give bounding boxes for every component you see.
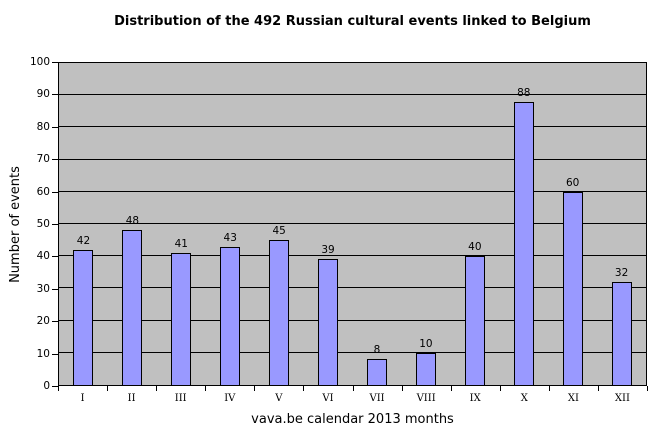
y-tick-label-100: 100 — [29, 56, 50, 68]
x-tick-mark-4 — [254, 386, 256, 391]
bar-V — [269, 240, 290, 385]
y-tick-mark-30 — [52, 289, 58, 290]
bar-slot-IV: 43 — [206, 63, 255, 385]
x-tick-label-VIII: VIII — [416, 393, 436, 404]
x-tick-label-XI: XI — [567, 393, 579, 404]
y-tick-mark-60 — [52, 192, 58, 193]
bar-slot-XI: 60 — [548, 63, 597, 385]
gridline-20 — [59, 319, 646, 321]
y-tick-mark-100 — [52, 62, 58, 63]
y-tick-label-90: 90 — [36, 88, 50, 101]
y-tick-label-30: 30 — [36, 282, 50, 295]
gridline-30 — [59, 287, 646, 289]
plot-area: 42 48 41 43 45 39 8 10 40 88 60 32 — [58, 62, 647, 386]
y-tick-label-40: 40 — [36, 250, 50, 263]
y-tick-mark-80 — [52, 127, 58, 128]
x-tick-mark-10 — [548, 386, 550, 391]
y-tick-mark-10 — [52, 354, 58, 355]
bar-slot-VIII: 10 — [401, 63, 450, 385]
bar-value-IX: 40 — [468, 241, 482, 254]
x-tick-label-XII: XII — [614, 393, 630, 404]
bar-slot-III: 41 — [157, 63, 206, 385]
bar-value-III: 41 — [174, 237, 188, 250]
x-tick-label-VI: VI — [322, 393, 334, 404]
gridline-10 — [59, 351, 646, 353]
bar-value-XI: 60 — [565, 176, 580, 189]
gridline-80 — [59, 126, 646, 128]
x-tick-label-IV: IV — [224, 393, 236, 404]
x-tick-label-IX: IX — [469, 393, 481, 404]
y-tick-label-50: 50 — [36, 218, 50, 230]
x-tick-label-I: I — [80, 393, 85, 404]
x-tick-mark-6 — [352, 386, 354, 391]
bar-I — [73, 249, 94, 385]
bar-XI — [562, 191, 583, 385]
y-tick-mark-40 — [52, 256, 58, 257]
bar-III — [171, 252, 192, 385]
bar-value-VI: 39 — [321, 244, 335, 257]
bar-value-VIII: 10 — [419, 337, 433, 350]
x-tick-label-II: II — [127, 393, 136, 404]
bar-slot-VII: 8 — [353, 63, 402, 385]
x-tick-mark-9 — [499, 386, 501, 391]
bar-IX — [464, 256, 485, 385]
x-tick-mark-3 — [205, 386, 207, 391]
bar-value-XII: 32 — [614, 266, 629, 279]
bar-value-I: 42 — [76, 234, 91, 247]
x-tick-mark-12 — [647, 386, 648, 391]
gridline-90 — [59, 94, 646, 96]
bar-value-II: 48 — [125, 215, 140, 228]
y-tick-label-20: 20 — [36, 315, 50, 328]
x-tick-label-X: X — [520, 393, 528, 404]
bar-X — [513, 101, 534, 385]
x-tick-mark-1 — [107, 386, 109, 391]
x-tick-mark-2 — [156, 386, 158, 391]
x-tick-label-III: III — [174, 393, 187, 404]
y-tick-mark-70 — [52, 159, 58, 160]
bar-slot-XII: 32 — [597, 63, 646, 385]
y-tick-label-80: 80 — [36, 120, 50, 133]
chart-title: Distribution of the 492 Russian cultural… — [114, 14, 591, 29]
gridline-50 — [59, 223, 646, 224]
x-tick-mark-8 — [450, 386, 452, 391]
bar-slot-II: 48 — [108, 63, 157, 385]
bar-XII — [611, 281, 632, 385]
y-tick-mark-20 — [52, 321, 58, 322]
x-tick-mark-5 — [303, 386, 305, 391]
y-tick-label-10: 10 — [36, 347, 50, 360]
bar-value-VII: 8 — [373, 344, 381, 357]
bar-slot-I: 42 — [59, 63, 108, 385]
bar-slot-X: 88 — [499, 63, 548, 385]
bar-series: 42 48 41 43 45 39 8 10 40 88 60 32 — [59, 63, 646, 385]
x-tick-label-VII: VII — [369, 393, 385, 404]
y-tick-mark-90 — [52, 94, 58, 95]
x-tick-mark-0 — [58, 386, 59, 391]
bar-VI — [318, 259, 339, 385]
y-tick-mark-50 — [52, 224, 58, 225]
bar-value-X: 88 — [517, 86, 531, 99]
x-tick-mark-7 — [401, 386, 403, 391]
y-tick-label-0: 0 — [43, 380, 50, 392]
x-tick-mark-11 — [597, 386, 599, 391]
bar-IV — [220, 246, 241, 385]
y-tick-label-70: 70 — [36, 153, 50, 166]
bar-VII — [366, 359, 387, 385]
bar-slot-IX: 40 — [450, 63, 499, 385]
bar-value-V: 45 — [272, 225, 286, 238]
bar-value-IV: 43 — [223, 231, 237, 244]
gridline-60 — [59, 190, 646, 192]
gridline-70 — [59, 158, 646, 160]
bar-slot-V: 45 — [255, 63, 304, 385]
bar-VIII — [415, 352, 436, 385]
bar-II — [122, 230, 143, 385]
x-axis-title: vava.be calendar 2013 months — [251, 412, 454, 427]
bar-slot-VI: 39 — [304, 63, 353, 385]
y-tick-mark-0 — [52, 386, 58, 387]
gridline-40 — [59, 255, 646, 257]
y-tick-label-60: 60 — [36, 185, 50, 198]
x-tick-label-V: V — [275, 393, 283, 404]
